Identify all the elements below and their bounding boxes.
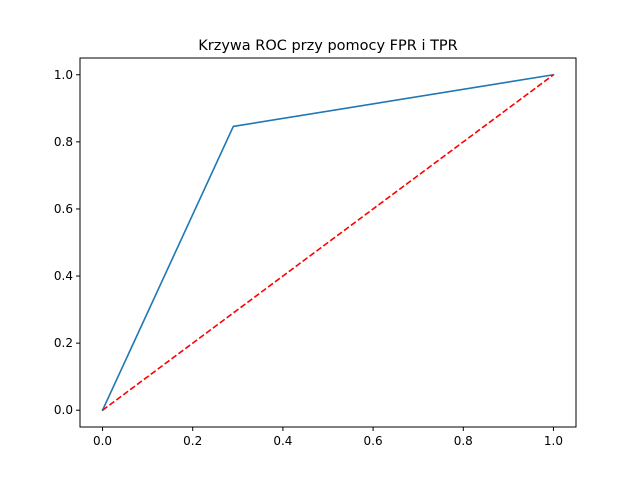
y-tick-label: 0.4	[54, 269, 73, 283]
x-tick-label: 0.4	[273, 434, 292, 448]
x-tick-label: 0.6	[364, 434, 383, 448]
y-tick-label: 0.6	[54, 202, 73, 216]
series-line-2	[102, 74, 554, 411]
series-line-1	[101, 73, 555, 412]
plot-area-frame	[79, 57, 577, 428]
x-tick-label: 0.8	[454, 434, 473, 448]
x-tick-label: 1.0	[544, 434, 563, 448]
series-layer	[101, 73, 555, 412]
y-tick-label: 1.0	[54, 68, 73, 82]
x-tick-label: 0.2	[183, 434, 202, 448]
y-tick-label: 0.0	[54, 403, 73, 417]
chart-title: Krzywa ROC przy pomocy FPR i TPR	[198, 38, 458, 54]
ticks-layer: 0.0 0.2 0.4 0.6 0.8 1.0 0.0 0.2 0.4 0.6 0.8 1.0	[54, 68, 563, 448]
y-tick-label: 0.2	[54, 336, 73, 350]
y-tick-label: 0.8	[54, 135, 73, 149]
x-tick-label: 0.0	[93, 434, 112, 448]
